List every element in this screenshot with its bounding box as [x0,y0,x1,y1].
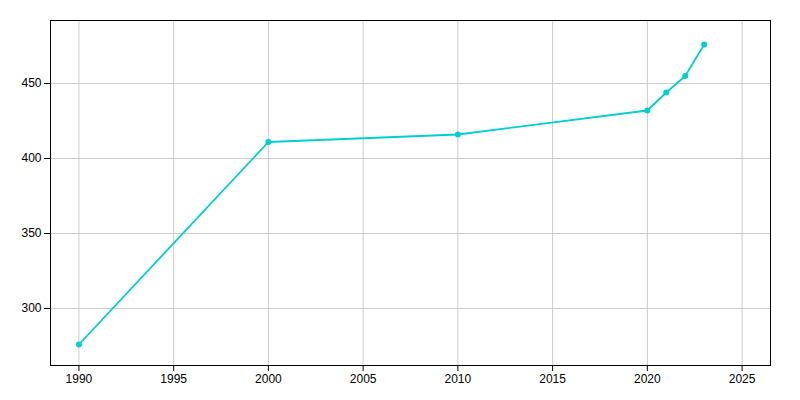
svg-text:2025: 2025 [729,372,756,386]
svg-text:2010: 2010 [445,372,472,386]
svg-text:400: 400 [21,151,41,165]
svg-text:350: 350 [21,226,41,240]
svg-text:1990: 1990 [66,372,93,386]
svg-text:2005: 2005 [350,372,377,386]
svg-text:300: 300 [21,301,41,315]
svg-text:2000: 2000 [255,372,282,386]
svg-text:2015: 2015 [539,372,566,386]
svg-text:1995: 1995 [160,372,187,386]
svg-text:450: 450 [21,76,41,90]
svg-text:2020: 2020 [634,372,661,386]
